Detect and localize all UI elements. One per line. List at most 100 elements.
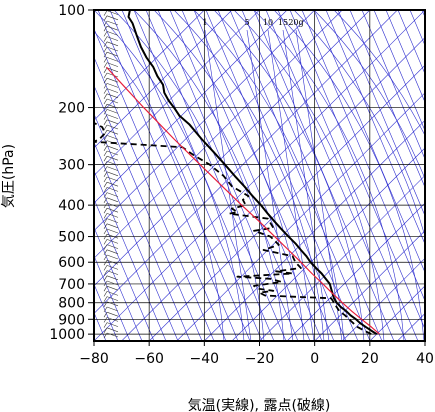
- wind-barb: [103, 317, 119, 323]
- wind-barb: [103, 249, 119, 255]
- wind-barb: [103, 114, 119, 120]
- mixing-ratio-label: 1: [202, 18, 207, 27]
- wind-barb: [103, 57, 119, 63]
- dry-adiabat-line: [169, 10, 311, 341]
- wind-barb: [103, 223, 119, 229]
- dry-adiabat-line: [94, 113, 191, 341]
- dry-adiabat-line: [109, 10, 251, 341]
- wind-barb: [103, 187, 119, 193]
- y-tick-label: 200: [58, 101, 85, 117]
- dry-adiabat-line: [361, 10, 425, 160]
- dry-adiabat-line: [94, 226, 143, 341]
- wind-barb: [103, 332, 119, 339]
- wind-barb: [103, 254, 119, 261]
- wind-barb: [103, 41, 119, 47]
- dry-adiabat-line: [229, 10, 371, 341]
- isotherm-line: [94, 10, 343, 259]
- isotherm-line: [94, 10, 288, 204]
- wind-barb: [103, 77, 119, 84]
- wind-barb: [103, 150, 119, 157]
- dry-adiabat-line: [121, 10, 263, 341]
- wind-barb: [103, 218, 119, 224]
- wind-barb: [103, 119, 119, 125]
- x-tick-label: 40: [416, 351, 434, 367]
- y-tick-label: 500: [58, 230, 85, 246]
- dry-adiabat-line: [205, 10, 347, 341]
- parcel-line: [105, 66, 380, 335]
- wind-barb: [103, 181, 119, 188]
- dry-adiabat-line: [94, 255, 131, 341]
- wind-barb: [103, 161, 119, 167]
- wind-barb: [103, 46, 119, 53]
- wind-barb: [103, 62, 119, 68]
- wind-barb: [103, 213, 119, 219]
- mixing-ratio-line: [295, 29, 343, 341]
- wind-barb: [103, 109, 119, 115]
- wind-barb: [103, 311, 119, 318]
- dry-adiabat-line: [349, 10, 425, 189]
- wind-barb: [103, 31, 119, 37]
- wind-barb: [103, 36, 119, 42]
- wind-barb: [103, 233, 119, 240]
- wind-barb: [103, 171, 119, 177]
- wind-barb: [103, 270, 119, 276]
- grid: [94, 10, 425, 341]
- wind-barb: [103, 280, 119, 287]
- y-tick-label: 900: [58, 312, 85, 328]
- wind-barb: [103, 124, 119, 131]
- wind-barb: [103, 166, 119, 172]
- wind-barb: [103, 15, 119, 21]
- wind-barb: [103, 197, 119, 203]
- wind-barb: [103, 285, 119, 292]
- y-tick-label: 700: [58, 277, 85, 293]
- dry-adiabat-line: [241, 10, 383, 341]
- y-axis-label: 気圧(hPa): [1, 144, 17, 208]
- wind-barb: [103, 103, 119, 110]
- wind-barb: [103, 275, 119, 281]
- isotherm-line: [176, 92, 425, 341]
- dry-adiabat-line: [181, 10, 323, 341]
- wind-barb: [103, 67, 119, 73]
- wind-barb: [103, 10, 119, 16]
- x-tick-label: −80: [79, 351, 109, 367]
- wind-barb: [103, 306, 119, 313]
- wind-barb: [103, 51, 119, 58]
- wind-barb: [103, 327, 119, 333]
- mixing-ratio-label: 15: [278, 18, 288, 27]
- isotherm-line: [94, 10, 398, 314]
- dry-adiabat-line: [94, 28, 227, 341]
- x-axis: −80 −60 −40 −20 0 20 40: [79, 341, 434, 367]
- wind-barb: [103, 98, 119, 105]
- y-tick-label: 100: [58, 3, 85, 19]
- wind-barb: [103, 83, 119, 89]
- dry-adiabat-line: [265, 10, 407, 341]
- series-layer: [94, 10, 380, 335]
- mixing-ratio-line: [204, 29, 252, 341]
- dry-adiabat-line: [145, 10, 287, 341]
- y-tick-label: 800: [58, 296, 85, 312]
- mixing-ratio-labels: 1 5 10 15 20g: [202, 18, 303, 27]
- dry-adiabat-line: [373, 10, 425, 132]
- dry-adiabat-line: [94, 56, 215, 341]
- temperature-line: [127, 10, 378, 335]
- isotherm-line: [94, 10, 233, 149]
- wind-barb: [103, 145, 119, 151]
- isotherm-line: [342, 257, 425, 341]
- y-tick-label: 300: [58, 158, 85, 174]
- dry-adiabat-line: [397, 10, 425, 75]
- wind-barb: [103, 176, 119, 183]
- mixing-ratio-label: 20g: [288, 18, 303, 27]
- x-axis-label: 気温(実線), 露点(破線): [188, 398, 331, 412]
- dewpoint-line: [94, 122, 372, 335]
- wind-barb: [103, 296, 119, 302]
- wind-barb: [103, 155, 119, 162]
- moist-adiabat-line: [333, 10, 425, 137]
- dry-adiabat-line: [94, 141, 179, 341]
- wind-barb: [103, 202, 119, 209]
- wind-barb: [103, 259, 119, 266]
- wind-barb: [103, 207, 119, 214]
- wind-barb: [103, 301, 119, 307]
- wind-barb: [103, 72, 119, 79]
- dry-adiabat-line: [325, 10, 425, 245]
